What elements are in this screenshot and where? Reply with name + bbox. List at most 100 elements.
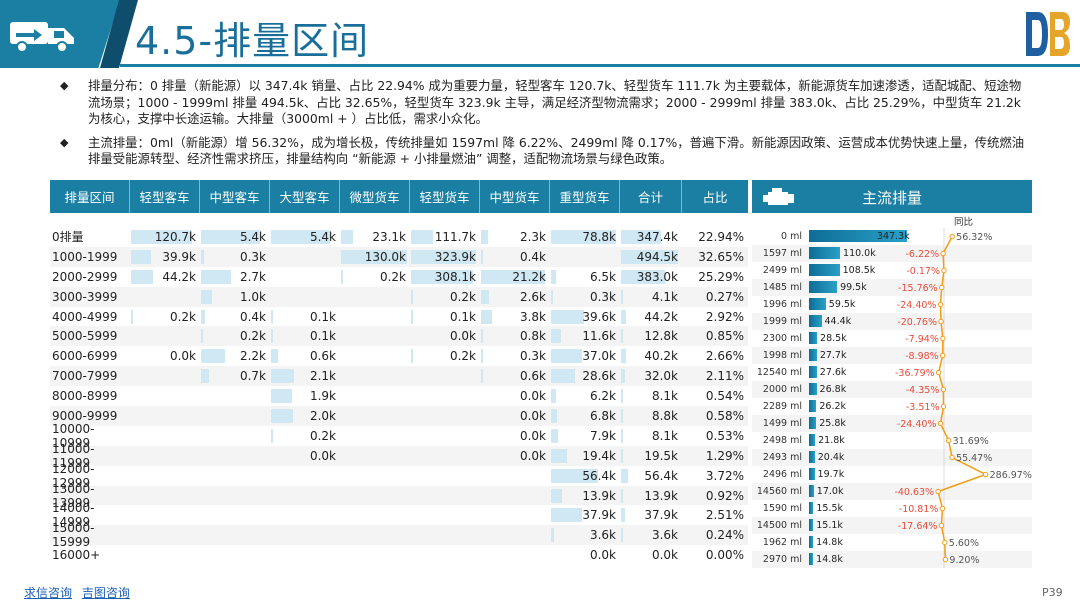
table-row: 8000-8999 1.9k 0.0k 6.2k 8.1k 0.54% [50,386,748,406]
cell-value: 0.0k [519,408,546,423]
table-cell [200,406,270,426]
cell-value: 0.1k [309,329,336,344]
table-cell [200,505,270,525]
table-cell: 13.9k [620,486,682,506]
mainstream-row: 14560 ml 17.0k [752,483,1032,500]
truck-icon [10,22,74,53]
data-bar [551,448,567,463]
mainstream-row: 2499 ml 108.5k [752,262,1032,279]
displacement-label: 2499 ml [762,265,802,276]
cell-value: 130.0k [364,249,406,264]
sales-bar [809,400,817,412]
cell-value: 0.6k [519,369,546,384]
cell-value: 6.2k [589,389,616,404]
table-cell: 6.5k [550,267,620,287]
table-cell [130,386,200,406]
data-bar [411,249,476,264]
sales-bar [809,366,817,378]
table-cell [340,426,410,446]
mainstream-row: 2496 ml 19.7k [752,466,1032,483]
yoy-label-value: 56.32% [956,232,992,243]
table-cell: 40.2k [620,346,682,366]
table-cell [340,545,410,565]
mainstream-row: 1998 ml 27.7k [752,347,1032,364]
page-number: P39 [1042,586,1063,599]
cell-value: 40.2k [644,349,678,364]
table-cell: 2.0k [270,406,340,426]
cell-value: 22.94% [698,229,744,244]
yoy-label-value: -10.81% [899,504,939,515]
displacement-label: 2493 ml [762,452,802,463]
table-cell: 44.2k [620,307,682,327]
column-header: 占比 [702,190,728,205]
data-bar [131,230,193,244]
table-cell: 37.0k [550,346,620,366]
sales-bar [809,519,814,531]
table-cell: 0.4k [200,307,270,327]
yoy-point [942,556,949,563]
displacement-label: 1999 ml [762,316,802,327]
sales-bar [809,298,826,310]
table-cell: 7.9k [550,426,620,446]
cell-value: 3.6k [589,528,616,543]
mainstream-row: 1499 ml 25.8k [752,415,1032,432]
table-cell: 32.65% [682,247,748,267]
table-cell: 6.8k [550,406,620,426]
cell-value: 2.7k [239,269,266,284]
table-row: 1000-1999 39.9k 0.3k 130.0k 323.9k 0.4k 494.5k… [50,246,748,267]
table-cell: 323.9k [410,247,480,267]
sales-bar [809,332,818,344]
footer-link-qiuxin[interactable]: 求信咨询 [24,586,73,600]
sales-value: 26.2k [819,401,847,412]
table-cell: 0.1k [270,307,340,327]
sales-bar [809,383,817,395]
cell-value: 0.0k [519,389,546,404]
table-cell: 23.1k [340,227,410,247]
data-bar [271,230,331,244]
cell-value: 5.4k [239,229,266,244]
displacement-label: 2300 ml [762,333,802,344]
table-cell: 0.2k [340,267,410,287]
yoy-line-chart: 56.32% -6.22% -0.17% -15.76% -24.40% -20.76% -… [894,228,1032,568]
sales-value: 14.8k [816,554,843,565]
cell-value: 0.0k [519,428,546,443]
cell-value: 11.6k [582,329,616,344]
sales-bar [809,502,814,514]
table-cell: 78.8k [550,227,620,247]
data-bar [481,289,489,304]
table-cell: 0.2k [410,287,480,307]
data-bar [201,329,204,344]
mainstream-row: 2000 ml 26.8k [752,381,1032,398]
cell-value: 2.92% [705,309,744,324]
diamond-bullet-icon: ◆ [60,135,69,149]
cell-value: 383.0k [636,269,678,284]
data-bar [481,369,483,384]
table-cell [200,466,270,486]
row-label: 6000-6999 [50,346,130,366]
table-cell: 0.1k [270,326,340,346]
table-row: 6000-6999 0.0k 2.2k 0.6k 0.2k 0.3k 37.0k 40.2k 2… [50,346,748,366]
table-row: 15000-15999 3.6k 3.6k 0.24% [50,521,748,549]
sales-value: 25.8k [819,418,846,429]
table-cell: 32.0k [620,366,682,386]
displacement-label: 2970 ml [762,554,802,565]
row-label: 4000-4999 [50,307,130,327]
table-cell: 0.00% [682,545,748,565]
table-cell [200,486,270,506]
table-cell: 3.72% [682,466,748,486]
table-cell: 1.0k [200,287,270,307]
sales-value: 15.5k [816,503,844,514]
cell-value: 2.3k [519,229,546,244]
data-bar [621,448,624,463]
data-bar [621,309,627,324]
table-cell: 0.3k [550,287,620,307]
row-label: 15000-15999 [50,521,130,549]
cell-value: 111.7k [434,229,476,244]
footer-link-jitu[interactable]: 吉图咨询 [81,586,130,600]
cell-value: 2.6k [519,289,546,304]
table-cell [410,406,480,426]
data-bar [271,309,273,324]
yoy-label-value: -20.76% [897,317,937,328]
cell-value: 0.0k [589,548,616,563]
data-bar [551,309,584,324]
